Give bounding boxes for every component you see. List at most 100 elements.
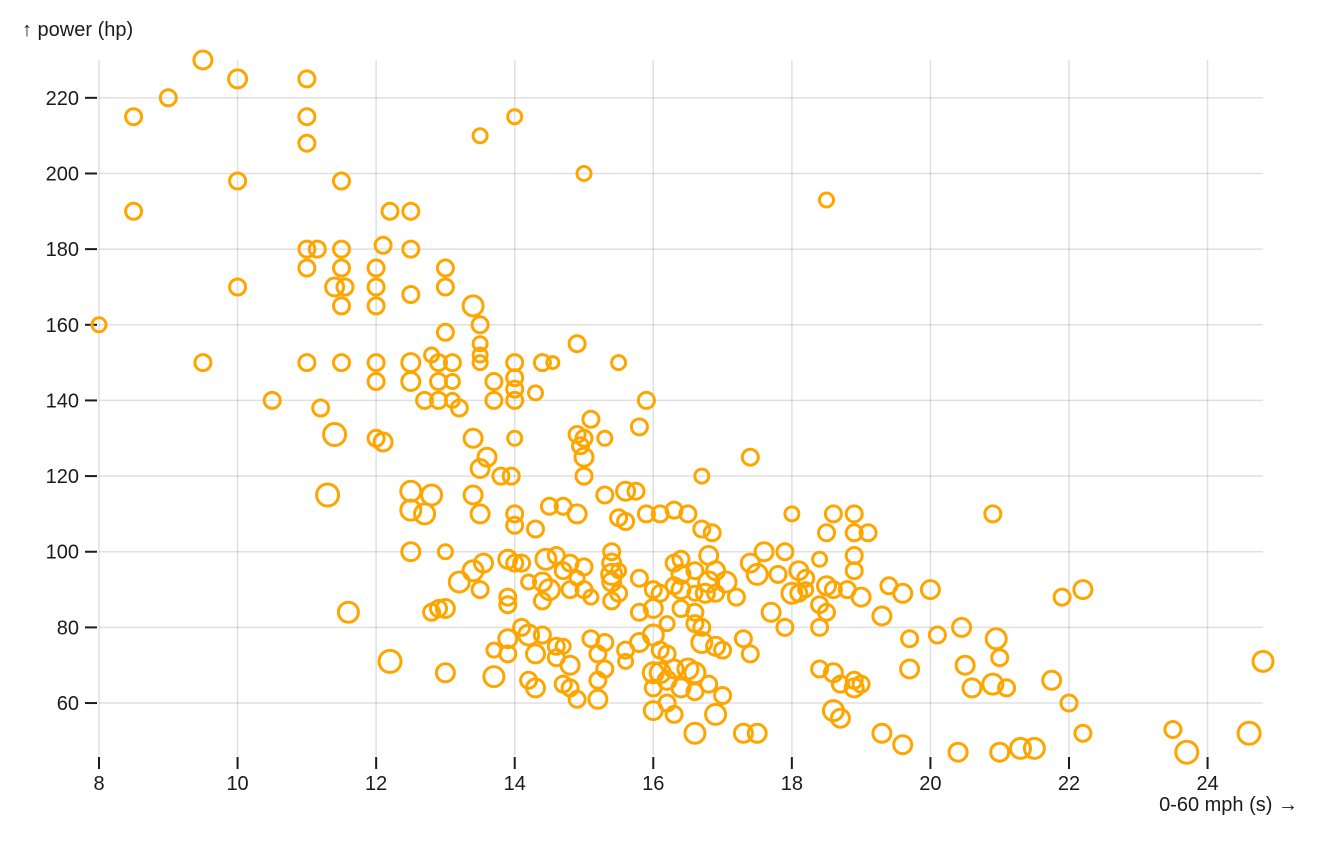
data-point (1022, 736, 1046, 760)
data-point (297, 107, 317, 127)
data-point (643, 678, 663, 698)
data-point (678, 504, 698, 524)
data-point (858, 523, 878, 543)
data-point (366, 277, 386, 297)
data-point (366, 372, 386, 391)
data-point (919, 579, 941, 601)
data-point (768, 564, 788, 584)
x-tick-label: 12 (365, 773, 387, 795)
data-point (413, 502, 437, 526)
data-point (740, 644, 760, 664)
data-point (401, 239, 421, 259)
data-point (435, 322, 455, 342)
data-point (401, 201, 421, 221)
data-point (399, 498, 423, 522)
y-tick-label: 60 (57, 693, 79, 715)
data-point (780, 581, 804, 605)
data-point (692, 519, 712, 539)
data-point (297, 353, 317, 373)
data-point (685, 602, 705, 622)
data-point (629, 417, 649, 437)
data-point (192, 49, 214, 71)
data-point (545, 355, 561, 371)
data-point (532, 353, 552, 373)
data-point (124, 107, 144, 127)
data-point (534, 547, 558, 571)
data-point (616, 512, 636, 531)
data-point (823, 580, 843, 600)
data-point (595, 485, 615, 505)
data-points (90, 49, 1275, 765)
y-tick-label: 120 (46, 466, 79, 488)
data-point (600, 562, 624, 586)
data-point (567, 689, 587, 709)
data-point (469, 503, 491, 525)
data-point (531, 571, 553, 593)
data-point (462, 484, 484, 506)
data-point (366, 296, 386, 316)
data-point (745, 562, 769, 586)
data-point (553, 496, 573, 516)
data-point (491, 466, 511, 486)
data-point (415, 390, 435, 410)
y-tick-label: 160 (46, 315, 79, 337)
data-point (642, 598, 664, 619)
data-point (658, 615, 676, 633)
data-point (332, 353, 351, 373)
y-tick-label: 220 (46, 88, 79, 110)
data-point (434, 662, 456, 684)
data-point (228, 171, 248, 191)
data-point (497, 628, 519, 650)
data-point (553, 561, 573, 581)
data-point (685, 682, 705, 702)
data-point (380, 201, 400, 221)
data-point (471, 127, 489, 145)
data-point (927, 625, 947, 645)
data-point (297, 69, 317, 89)
data-point (588, 670, 608, 690)
data-point (505, 368, 525, 388)
data-point (871, 605, 893, 627)
data-point (324, 276, 346, 298)
data-point (844, 504, 864, 524)
data-point (399, 479, 423, 503)
data-point (670, 677, 692, 699)
data-point (844, 523, 864, 543)
data-point (844, 561, 864, 581)
data-point (726, 587, 746, 607)
x-tick-label: 8 (93, 773, 104, 795)
data-point (461, 559, 485, 583)
data-point (471, 354, 489, 372)
data-point (844, 546, 864, 565)
data-point (602, 591, 622, 611)
data-point (984, 627, 1008, 651)
data-point (332, 258, 351, 278)
data-point (692, 617, 712, 637)
data-point (850, 586, 872, 608)
data-point (900, 629, 920, 649)
data-point (422, 602, 442, 622)
data-point (892, 582, 914, 604)
data-point (525, 677, 546, 699)
data-point (501, 466, 521, 486)
data-point (471, 346, 489, 364)
data-point (332, 171, 351, 191)
data-point (449, 398, 469, 418)
data-point (505, 553, 525, 573)
data-point (733, 629, 753, 649)
data-point (297, 258, 317, 278)
data-point (1059, 693, 1079, 713)
data-point (505, 515, 525, 535)
data-point (505, 390, 525, 410)
data-point (498, 587, 518, 607)
data-point (746, 722, 768, 744)
data-point (158, 88, 178, 108)
data-point (262, 390, 282, 410)
data-point (732, 722, 754, 744)
y-tick-label: 200 (46, 163, 79, 185)
data-point (1251, 649, 1275, 673)
data-point (442, 353, 462, 373)
data-point (443, 373, 461, 390)
data-point (526, 519, 545, 539)
y-tick-label: 80 (57, 617, 79, 639)
